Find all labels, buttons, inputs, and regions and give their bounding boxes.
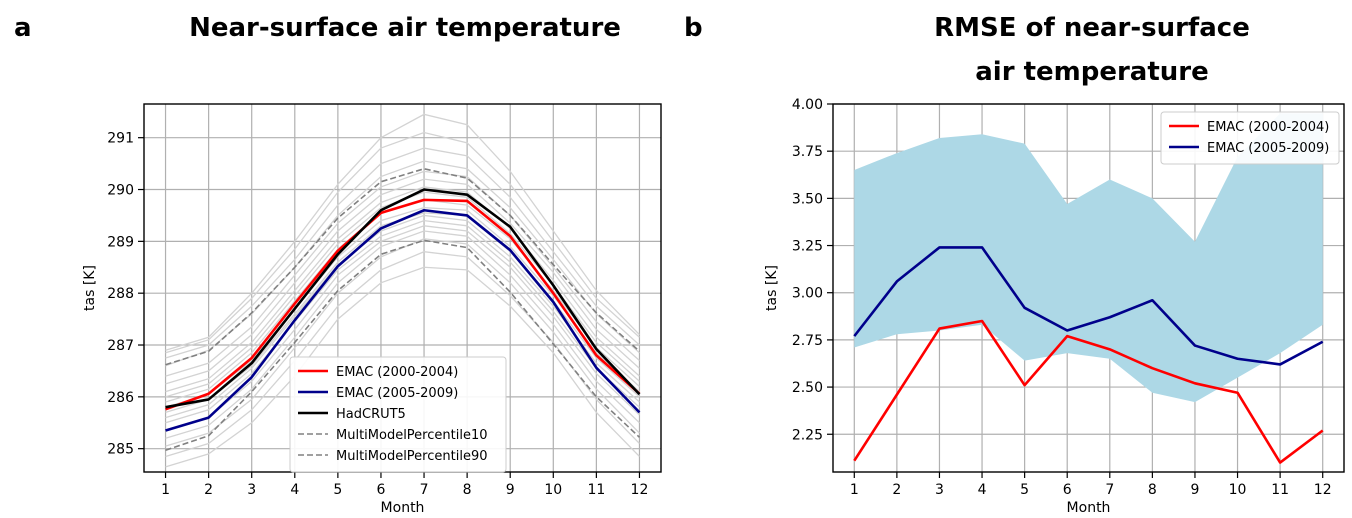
x-tick-label: 7: [420, 482, 429, 498]
model-line: [165, 131, 640, 354]
x-tick-label: 5: [1020, 482, 1029, 498]
x-tick-label: 9: [506, 482, 515, 498]
panel-a-title: Near-surface air temperature: [189, 13, 621, 43]
x-tick-label: 2: [204, 482, 213, 498]
x-tick-label: 11: [587, 482, 605, 498]
x-tick-label: 7: [1105, 482, 1114, 498]
x-tick-label: 6: [376, 482, 385, 498]
y-tick-label: 286: [107, 390, 134, 406]
model-line: [165, 214, 640, 419]
panel-b-chart: 1 2 3 4 5 6 7 8 9 10 11 122.252.502.753.003.253.503…: [764, 97, 1345, 516]
x-tick-label: 12: [631, 482, 649, 498]
model-line: [165, 147, 640, 359]
model-line: [165, 230, 640, 439]
y-tick-label: 4.00: [792, 97, 823, 113]
y-tick-label: 3.00: [792, 286, 823, 302]
series-line-1: [165, 198, 641, 411]
axes-frame: [832, 103, 1345, 473]
y-axis-label: tas [K]: [82, 265, 98, 311]
panel-b-letter: b: [684, 13, 703, 43]
x-tick-label: 6: [1063, 482, 1072, 498]
x-tick-label: 4: [290, 482, 299, 498]
y-tick-label: 285: [107, 442, 134, 458]
y-tick-label: 287: [107, 338, 134, 354]
series-line-3: [165, 188, 641, 409]
x-tick-label: 3: [935, 482, 944, 498]
x-tick-label: 3: [247, 482, 256, 498]
legend-box: [1160, 111, 1340, 165]
legend-label: MultiModelPercentile90: [336, 449, 488, 464]
x-tick-label: 10: [1229, 482, 1247, 498]
model-line: [165, 266, 640, 468]
series-line-2: [853, 246, 1324, 366]
x-tick-label: 12: [1314, 482, 1332, 498]
x-axis-label: Month: [1067, 500, 1111, 516]
x-tick-label: 11: [1271, 482, 1289, 498]
y-tick-label: 3.25: [792, 239, 823, 255]
model-line: [165, 225, 640, 432]
x-tick-label: 9: [1190, 482, 1199, 498]
y-tick-label: 3.50: [792, 191, 823, 207]
legend: EMAC (2000-2004) EMAC (2005-2009) HadCRUT5…: [289, 356, 507, 473]
legend-label: MultiModelPercentile10: [336, 428, 488, 443]
legend-label: EMAC (2005-2009): [336, 386, 458, 401]
series-line-2: [165, 208, 641, 432]
x-axis-label: Month: [381, 500, 425, 516]
model-line: [165, 113, 640, 351]
legend-box: [289, 356, 507, 473]
model-line: [165, 160, 640, 367]
y-tick-label: 288: [107, 286, 134, 302]
panel-b-title-line2: air temperature: [975, 57, 1209, 87]
model-line: [165, 219, 640, 424]
panel-b-title-line1: RMSE of near-surface: [934, 13, 1250, 43]
legend: EMAC (2000-2004) EMAC (2005-2009): [1160, 111, 1340, 165]
model-line: [165, 170, 640, 377]
series-line-1: [853, 319, 1324, 464]
model-line: [165, 186, 640, 393]
y-tick-label: 2.50: [792, 380, 823, 396]
x-tick-label: 1: [161, 482, 170, 498]
y-tick-label: 2.25: [792, 427, 823, 443]
panel-a-letter: a: [14, 13, 32, 43]
legend-label: EMAC (2005-2009): [1207, 141, 1329, 156]
y-tick-label: 290: [107, 183, 134, 199]
x-tick-label: 1: [850, 482, 859, 498]
x-tick-label: 10: [544, 482, 562, 498]
legend-label: EMAC (2000-2004): [336, 365, 458, 380]
y-tick-label: 289: [107, 234, 134, 250]
y-tick-label: 291: [107, 131, 134, 147]
x-tick-label: 5: [333, 482, 342, 498]
x-tick-label: 8: [463, 482, 472, 498]
y-tick-label: 2.75: [792, 333, 823, 349]
series-line-5: [165, 167, 640, 366]
series-line-4: [165, 239, 641, 451]
x-tick-label: 4: [978, 482, 987, 498]
y-axis-label: tas [K]: [764, 265, 780, 311]
legend-label: EMAC (2000-2004): [1207, 120, 1329, 135]
spread-band: [854, 113, 1323, 403]
legend-label: HadCRUT5: [336, 407, 406, 422]
panel-a-chart: 1 2 3 4 5 6 7 8 9 10 11 12285286287288289290291Mont…: [82, 103, 662, 516]
model-line: [165, 178, 640, 385]
x-tick-label: 2: [892, 482, 901, 498]
y-tick-label: 3.75: [792, 144, 823, 160]
x-tick-label: 8: [1148, 482, 1157, 498]
